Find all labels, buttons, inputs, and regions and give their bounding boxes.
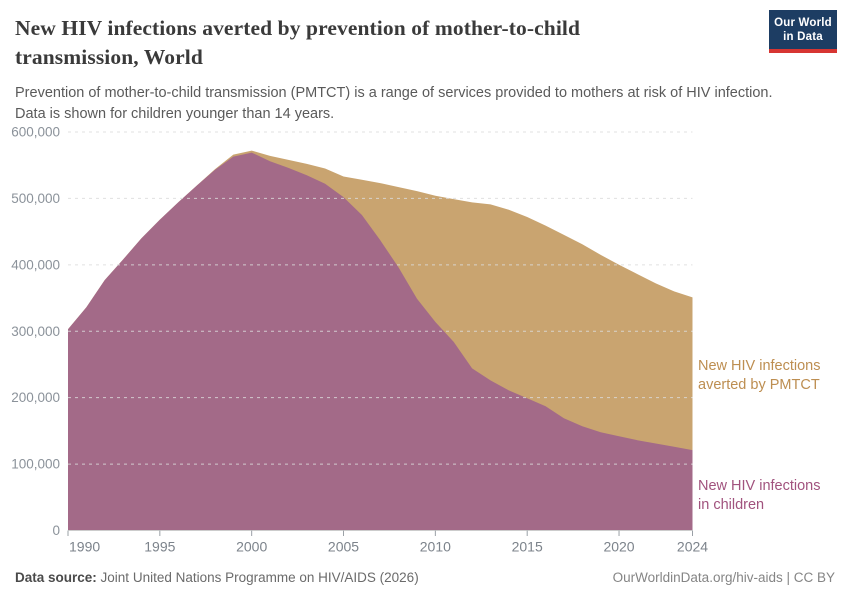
series-label-children-line-1: New HIV infections: [698, 478, 821, 494]
x-tick-label: 1990: [69, 539, 100, 555]
page-title-line-2: transmission, World: [15, 44, 203, 69]
y-tick-label: 300,000: [11, 324, 60, 339]
chart-footer: Data source: Joint United Nations Progra…: [15, 570, 835, 585]
series-label-children-line-2: in children: [698, 497, 765, 513]
series-label-averted-line-2: averted by PMTCT: [698, 377, 820, 393]
owid-logo[interactable]: Our World in Data: [769, 10, 837, 53]
x-tick-label: 1995: [144, 539, 175, 555]
owid-logo-line-1: Our World: [774, 17, 832, 29]
y-tick-label: 500,000: [11, 191, 60, 206]
data-source-label: Data source:: [15, 570, 97, 585]
page-title-line-1: New HIV infections averted by prevention…: [15, 16, 581, 40]
page-title: New HIV infections averted by prevention…: [15, 14, 755, 71]
chart-subtitle-line-2: Data is shown for children younger than …: [15, 106, 335, 122]
owid-logo-line-2: in Data: [783, 31, 823, 43]
y-tick-label: 600,000: [11, 125, 60, 140]
x-tick-label: 2000: [236, 539, 267, 555]
area-children[interactable]: [68, 152, 693, 531]
x-tick-label: 2005: [328, 539, 359, 555]
chart-subtitle-line-1: Prevention of mother-to-child transmissi…: [15, 85, 773, 101]
data-source: Data source: Joint United Nations Progra…: [15, 570, 419, 585]
chart-subtitle: Prevention of mother-to-child transmissi…: [15, 83, 835, 125]
data-source-value: Joint United Nations Programme on HIV/AI…: [100, 570, 419, 585]
x-tick-label: 2010: [420, 539, 451, 555]
x-tick-label: 2024: [677, 539, 708, 555]
y-tick-label: 0: [52, 523, 60, 538]
y-tick-label: 400,000: [11, 257, 60, 272]
owid-credit-link[interactable]: OurWorldinData.org/hiv-aids | CC BY: [612, 570, 835, 585]
y-tick-label: 100,000: [11, 457, 60, 472]
series-label-averted: New HIV infections averted by PMTCT: [698, 357, 848, 395]
series-label-averted-line-1: New HIV infections: [698, 358, 821, 374]
series-label-children: New HIV infections in children: [698, 477, 848, 515]
x-tick-label: 2020: [603, 539, 634, 555]
x-tick-label: 2015: [512, 539, 543, 555]
y-tick-label: 200,000: [11, 390, 60, 405]
